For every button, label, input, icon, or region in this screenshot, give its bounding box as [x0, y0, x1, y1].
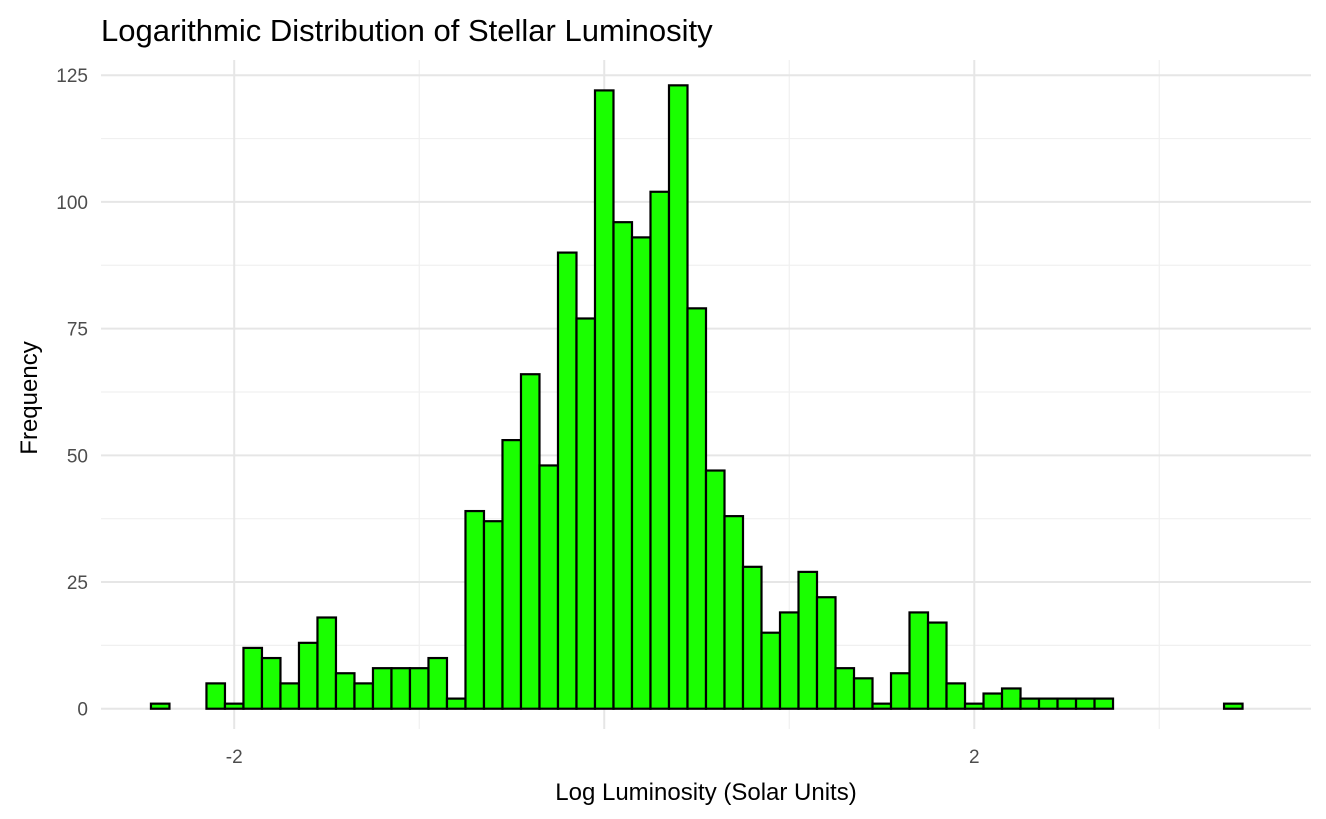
histogram-bar — [982, 692, 1004, 710]
histogram-bar — [926, 621, 948, 710]
histogram-bar — [334, 672, 356, 710]
histogram-bar — [760, 631, 782, 710]
histogram-bar — [1000, 687, 1022, 710]
histogram-bar — [963, 702, 985, 710]
histogram-bar — [1222, 702, 1244, 710]
histogram-bars — [149, 84, 1244, 710]
histogram-bar — [538, 464, 560, 710]
histogram-bar — [797, 570, 819, 710]
chart-title: Logarithmic Distribution of Stellar Lumi… — [101, 13, 713, 48]
histogram-bar — [408, 667, 430, 710]
histogram-bar — [686, 307, 708, 710]
y-axis-tick-labels: 0 25 50 75 100 125 — [56, 66, 88, 721]
histogram-bar — [815, 596, 837, 710]
histogram-bar — [908, 611, 930, 710]
y-tick-label: 25 — [67, 573, 88, 594]
histogram-bar — [1037, 697, 1059, 710]
y-axis-title: Frequency — [16, 341, 43, 454]
x-tick-label: -2 — [226, 747, 243, 768]
histogram-bar — [1074, 697, 1096, 710]
y-tick-label: 75 — [67, 320, 88, 341]
grid — [101, 60, 1311, 729]
histogram-bar — [630, 236, 652, 710]
histogram-bar — [205, 682, 227, 710]
histogram-bar — [741, 565, 763, 710]
histogram-bar — [316, 616, 338, 710]
histogram-bar — [242, 646, 264, 710]
histogram-bar — [353, 682, 375, 710]
histogram-bar — [723, 515, 745, 710]
histogram-bar — [834, 667, 856, 710]
histogram-bar — [297, 641, 319, 710]
histogram-bar — [575, 317, 597, 710]
histogram-bar — [871, 702, 893, 710]
y-tick-label: 0 — [77, 700, 88, 721]
histogram-bar — [260, 656, 282, 710]
histogram-bar — [482, 520, 504, 710]
histogram-bar — [704, 469, 726, 710]
histogram-bar — [778, 611, 800, 710]
histogram-bar — [1019, 697, 1041, 710]
histogram-bar — [279, 682, 301, 710]
histogram-bar — [556, 251, 578, 710]
histogram-bar — [612, 221, 634, 710]
histogram-bar — [464, 509, 486, 710]
histogram-bar — [427, 656, 449, 710]
histogram-bar — [390, 667, 412, 710]
histogram-bar — [667, 84, 689, 710]
histogram-bar — [519, 373, 541, 710]
x-axis-tick-labels: -2 2 — [226, 747, 980, 768]
histogram-bar — [593, 89, 615, 710]
histogram-bar — [1056, 697, 1078, 710]
histogram-bar — [852, 677, 874, 710]
x-axis-title: Log Luminosity (Solar Units) — [555, 779, 856, 806]
x-tick-label: 2 — [969, 747, 980, 768]
histogram-bar — [945, 682, 967, 710]
histogram-bar — [889, 672, 911, 710]
histogram-bar — [1093, 697, 1115, 710]
y-tick-label: 100 — [56, 193, 88, 214]
histogram-bar — [649, 190, 671, 710]
y-tick-label: 125 — [56, 66, 88, 87]
histogram-bar — [445, 697, 467, 710]
histogram-bar — [501, 439, 523, 710]
histogram-bar — [223, 702, 245, 710]
y-tick-label: 50 — [67, 446, 88, 467]
histogram-bar — [371, 667, 393, 710]
histogram-bar — [149, 702, 171, 710]
